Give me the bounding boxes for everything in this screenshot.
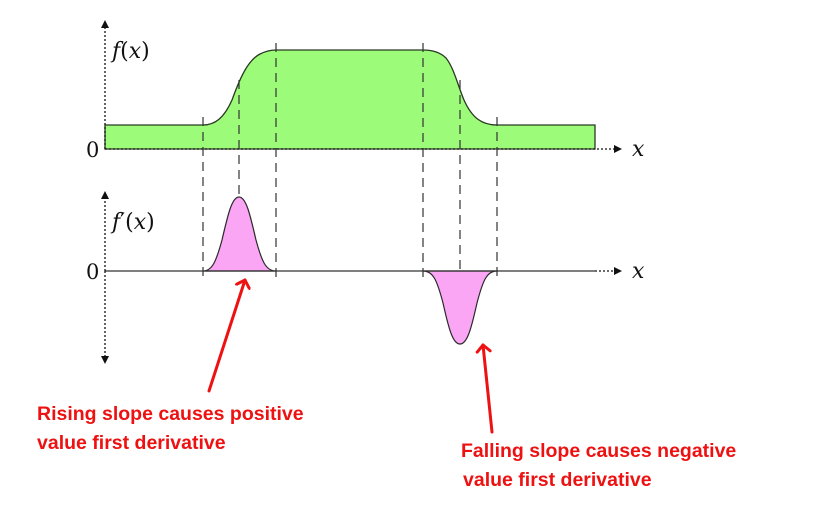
rising-annotation-line2: value first derivative (37, 432, 226, 454)
function-y-label: f(x) (110, 39, 150, 64)
function-plot: f(x) 0 x (86, 20, 645, 162)
annotation-arrows (207, 278, 494, 434)
function-zero-label: 0 (86, 138, 99, 162)
derivative-x-label: x (632, 259, 645, 284)
function-x-label: x (632, 137, 645, 162)
derivative-plot: f′(x) 0 x (86, 191, 645, 364)
rising-annotation-line1: Rising slope causes positive (37, 403, 304, 425)
function-curve-fill (104, 49, 596, 150)
derivative-positive-bump (202, 196, 277, 272)
derivative-negative-trough (422, 270, 498, 345)
derivative-y-label: f′(x) (110, 210, 155, 235)
guide-lines (202, 43, 498, 344)
falling-slope-annotation: Falling slope causes negative value firs… (461, 437, 736, 495)
rising-slope-annotation: Rising slope causes positive value first… (37, 400, 304, 458)
derivative-zero-label: 0 (86, 260, 99, 284)
falling-annotation-line1: Falling slope causes negative (461, 440, 737, 462)
falling-annotation-line2: value first derivative (463, 469, 652, 491)
rising-annotation-arrow (207, 278, 245, 393)
falling-annotation-arrow (483, 343, 494, 434)
